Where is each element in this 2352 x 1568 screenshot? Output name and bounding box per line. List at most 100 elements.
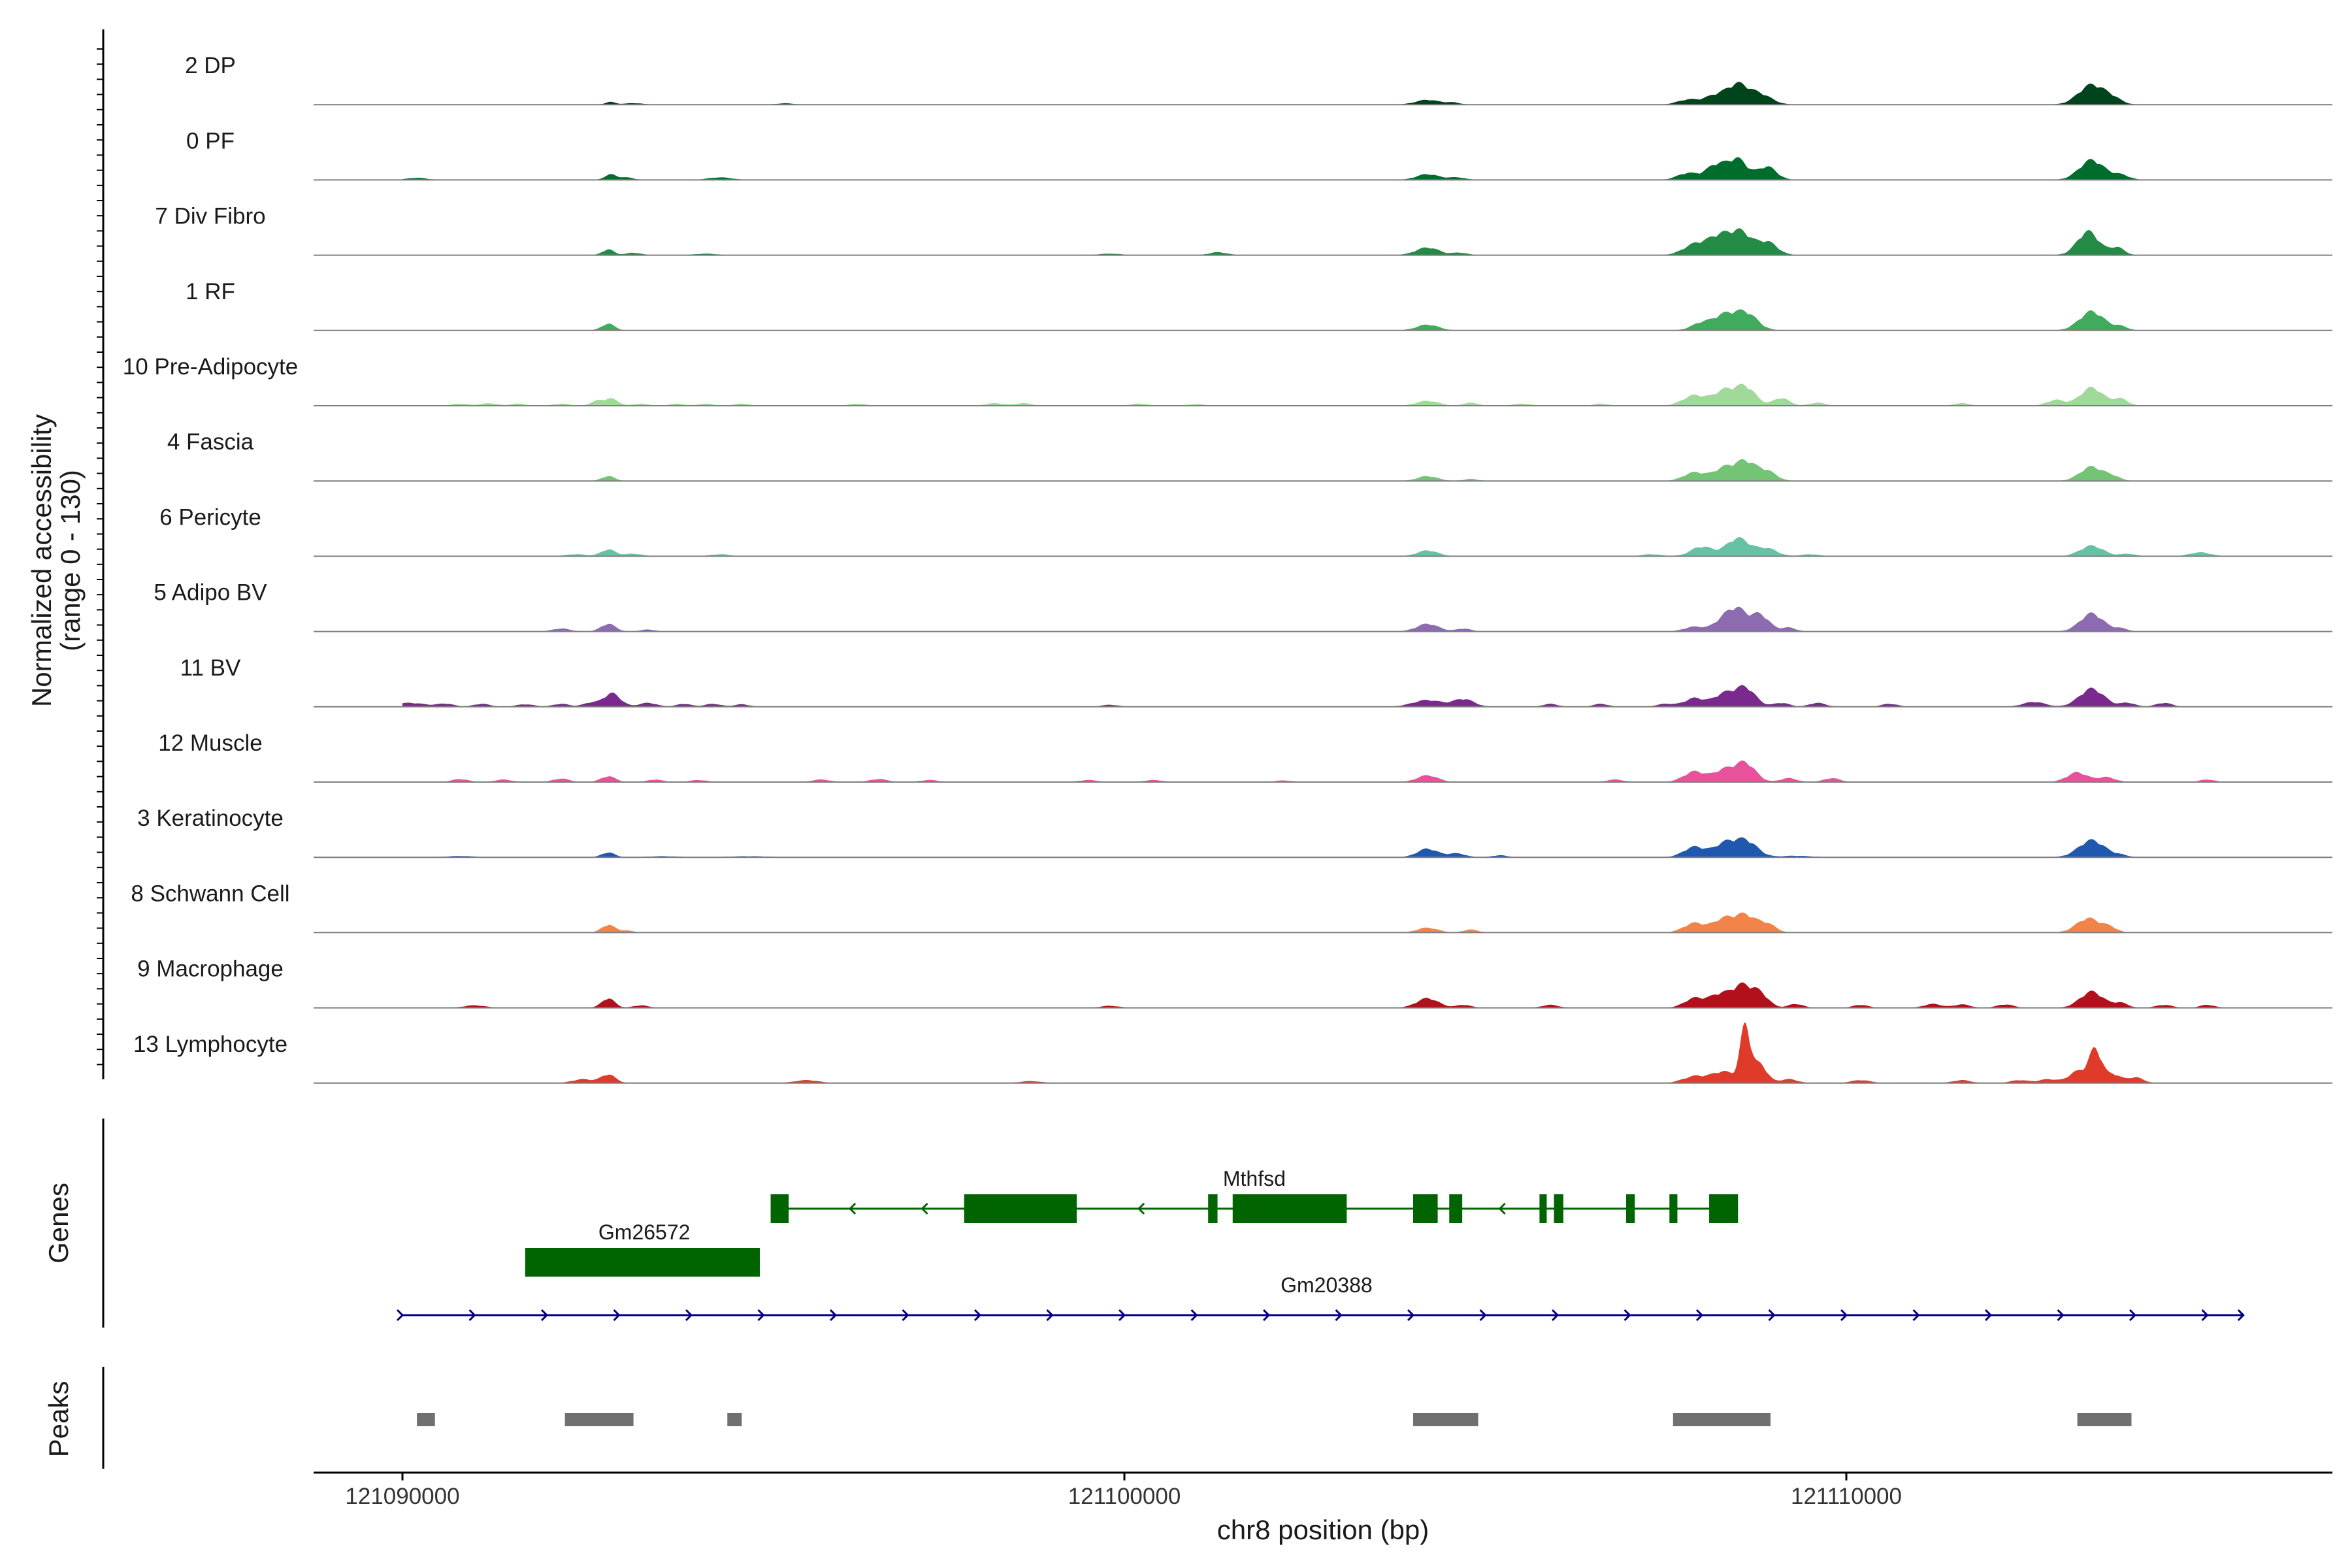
strand-arrow xyxy=(921,1202,928,1215)
track-label: 9 Macrophage xyxy=(137,956,284,982)
track-label: 2 DP xyxy=(185,53,236,78)
peak-regions xyxy=(417,1413,2132,1426)
track-label: 8 Schwann Cell xyxy=(131,881,289,906)
exon xyxy=(964,1194,1077,1223)
strand-arrow xyxy=(540,1309,549,1322)
strand-arrow xyxy=(973,1309,982,1322)
exon xyxy=(1554,1194,1563,1223)
strand-arrow xyxy=(902,1309,909,1322)
x-axis-ticks: 121090000 121100000 121110000 xyxy=(345,1473,1902,1509)
track-label: 3 Keratinocyte xyxy=(137,806,284,831)
peak-region xyxy=(417,1413,435,1426)
x-tick-label: 121100000 xyxy=(1068,1484,1181,1509)
track: 7 Div Fibro xyxy=(155,204,2332,256)
gene-label: Mthfsd xyxy=(1223,1167,1286,1190)
coverage-area xyxy=(402,459,2236,482)
coverage-area xyxy=(402,82,2236,105)
exon xyxy=(1413,1194,1438,1223)
exon xyxy=(770,1194,789,1223)
y-axis-title-line1: Normalized accessibility xyxy=(26,414,57,707)
strand-arrow xyxy=(2129,1309,2137,1322)
strand-arrow xyxy=(1624,1309,1631,1322)
coverage-tracks: 2 DP 0 PF 7 Div Fibro 1 RF 10 Pre-Adipocyte 4… xyxy=(123,53,2332,1084)
peak-region xyxy=(727,1413,742,1426)
gene-label: Gm20388 xyxy=(1281,1273,1373,1297)
peak-region xyxy=(1413,1413,1478,1426)
strand-arrow xyxy=(1840,1309,1848,1322)
coverage-area xyxy=(402,537,2236,557)
track: 13 Lymphocyte xyxy=(133,1022,2332,1084)
track: 10 Pre-Adipocyte xyxy=(123,354,2332,406)
track: 2 DP xyxy=(185,53,2332,106)
strand-arrow xyxy=(1498,1202,1506,1215)
exon xyxy=(1669,1194,1678,1223)
track-label: 0 PF xyxy=(186,128,235,154)
track: 11 BV xyxy=(180,655,2332,708)
strand-arrow xyxy=(1407,1309,1415,1322)
strand-arrow xyxy=(2201,1309,2209,1322)
track: 4 Fascia xyxy=(167,429,2332,482)
track: 0 PF xyxy=(186,128,2332,181)
strand-arrow xyxy=(685,1309,693,1322)
strand-arrow xyxy=(829,1309,838,1322)
strand-arrow xyxy=(1479,1309,1487,1322)
coverage-area xyxy=(402,685,2236,707)
coverage-area xyxy=(402,837,2236,858)
track: 9 Macrophage xyxy=(137,956,2332,1009)
track: 6 Pericyte xyxy=(159,504,2332,557)
track-label: 13 Lymphocyte xyxy=(133,1032,287,1057)
track-label: 10 Pre-Adipocyte xyxy=(123,354,298,380)
track-label: 5 Adipo BV xyxy=(154,580,267,606)
strand-arrow xyxy=(1118,1309,1126,1322)
strand-arrow xyxy=(1262,1309,1271,1322)
strand-arrow xyxy=(1984,1309,1993,1322)
strand-arrow xyxy=(1912,1309,1920,1322)
track: 12 Muscle xyxy=(158,730,2332,783)
strand-arrow xyxy=(757,1309,765,1322)
coverage-area xyxy=(402,982,2236,1008)
track: 8 Schwann Cell xyxy=(131,881,2332,934)
x-axis-title: chr8 position (bp) xyxy=(1217,1514,1429,1545)
track: 5 Adipo BV xyxy=(154,580,2332,632)
track: 3 Keratinocyte xyxy=(137,806,2332,858)
peaks-axis-title: Peaks xyxy=(43,1381,74,1458)
strand-arrow xyxy=(613,1309,621,1322)
coverage-area xyxy=(402,309,2236,331)
track-label: 1 RF xyxy=(186,279,235,304)
exon xyxy=(1709,1194,1739,1223)
strand-arrow xyxy=(1190,1309,1198,1322)
gene-annotations: Mthfsd Gm26572 Gm20388 xyxy=(396,1167,2245,1322)
track: 1 RF xyxy=(186,279,2332,331)
coverage-area xyxy=(402,384,2236,406)
x-tick-label: 121110000 xyxy=(1791,1484,1902,1509)
y-axis-ticks xyxy=(97,48,103,1066)
track-label: 7 Div Fibro xyxy=(155,204,265,229)
gene-label: Gm26572 xyxy=(598,1220,691,1244)
gene-model: Mthfsd xyxy=(770,1167,1739,1223)
strand-arrow xyxy=(2057,1309,2065,1322)
strand-arrow xyxy=(1768,1309,1776,1322)
strand-arrow xyxy=(1335,1309,1343,1322)
strand-arrow xyxy=(1695,1309,1704,1322)
x-tick-label: 121090000 xyxy=(345,1484,459,1509)
strand-arrow xyxy=(1046,1309,1054,1322)
coverage-area xyxy=(402,760,2236,782)
gene-model: Gm20388 xyxy=(396,1273,2245,1322)
coverage-area xyxy=(402,912,2236,933)
track-label: 4 Fascia xyxy=(167,429,254,455)
strand-arrow xyxy=(1137,1202,1145,1215)
strand-arrow xyxy=(396,1309,404,1322)
strand-arrow xyxy=(2237,1309,2245,1322)
track-label: 6 Pericyte xyxy=(159,504,261,530)
peak-region xyxy=(1673,1413,1771,1426)
strand-arrow xyxy=(1551,1309,1560,1322)
track-label: 11 BV xyxy=(180,655,241,681)
y-axis-title-line2: (range 0 - 130) xyxy=(55,470,86,651)
coverage-area xyxy=(402,228,2236,255)
exon xyxy=(1539,1194,1547,1223)
exon xyxy=(525,1248,760,1277)
exon xyxy=(1449,1194,1463,1223)
strand-arrow xyxy=(468,1309,476,1322)
peak-region xyxy=(2077,1413,2132,1426)
